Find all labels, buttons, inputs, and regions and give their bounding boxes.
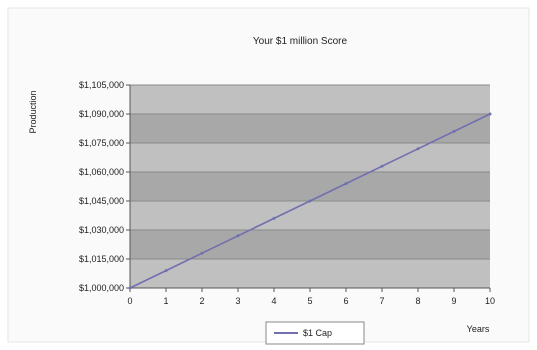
data-point: [236, 234, 240, 238]
y-tick-label: $1,000,000: [79, 283, 124, 293]
y-axis-title: Production: [28, 90, 38, 133]
x-tick-label: 3: [235, 296, 240, 306]
legend: $1 Cap: [265, 321, 365, 345]
x-tick-label: 10: [485, 296, 495, 306]
y-tick-label: $1,015,000: [79, 254, 124, 264]
y-axis-ticks: $1,000,000 $1,015,000 $1,030,000 $1,045,000…: [79, 80, 130, 293]
x-tick-label: 0: [127, 296, 132, 306]
x-tick-label: 7: [379, 296, 384, 306]
data-point: [164, 269, 168, 273]
grid-band: [130, 172, 490, 201]
data-point: [380, 164, 384, 168]
legend-box: [265, 321, 365, 345]
y-tick-label: $1,075,000: [79, 138, 124, 148]
x-tick-label: 1: [163, 296, 168, 306]
y-tick-label: $1,105,000: [79, 80, 124, 90]
x-tick-label: 2: [199, 296, 204, 306]
data-point: [452, 129, 456, 133]
x-tick-label: 6: [343, 296, 348, 306]
data-point: [308, 199, 312, 203]
y-tick-label: $1,045,000: [79, 196, 124, 206]
grid-band: [130, 230, 490, 259]
y-tick-label: $1,030,000: [79, 225, 124, 235]
data-point: [272, 216, 276, 220]
x-axis-ticks: 0 1 2 3 4 5 6 7 8 9 10: [127, 288, 495, 306]
grid-band: [130, 114, 490, 143]
x-tick-label: 4: [271, 296, 276, 306]
x-tick-label: 5: [307, 296, 312, 306]
data-point: [128, 286, 132, 290]
legend-label: $1 Cap: [303, 328, 332, 338]
data-point: [488, 112, 492, 116]
plot-area: [129, 84, 490, 289]
data-point: [416, 147, 420, 151]
y-tick-label: $1,090,000: [79, 109, 124, 119]
series-layer: [128, 112, 492, 290]
data-point: [200, 251, 204, 255]
chart-title: Your $1 million Score: [253, 36, 348, 47]
x-tick-label: 9: [451, 296, 456, 306]
x-tick-label: 8: [415, 296, 420, 306]
data-point: [344, 182, 348, 186]
y-tick-label: $1,060,000: [79, 167, 124, 177]
x-axis-title: Years: [467, 324, 490, 334]
